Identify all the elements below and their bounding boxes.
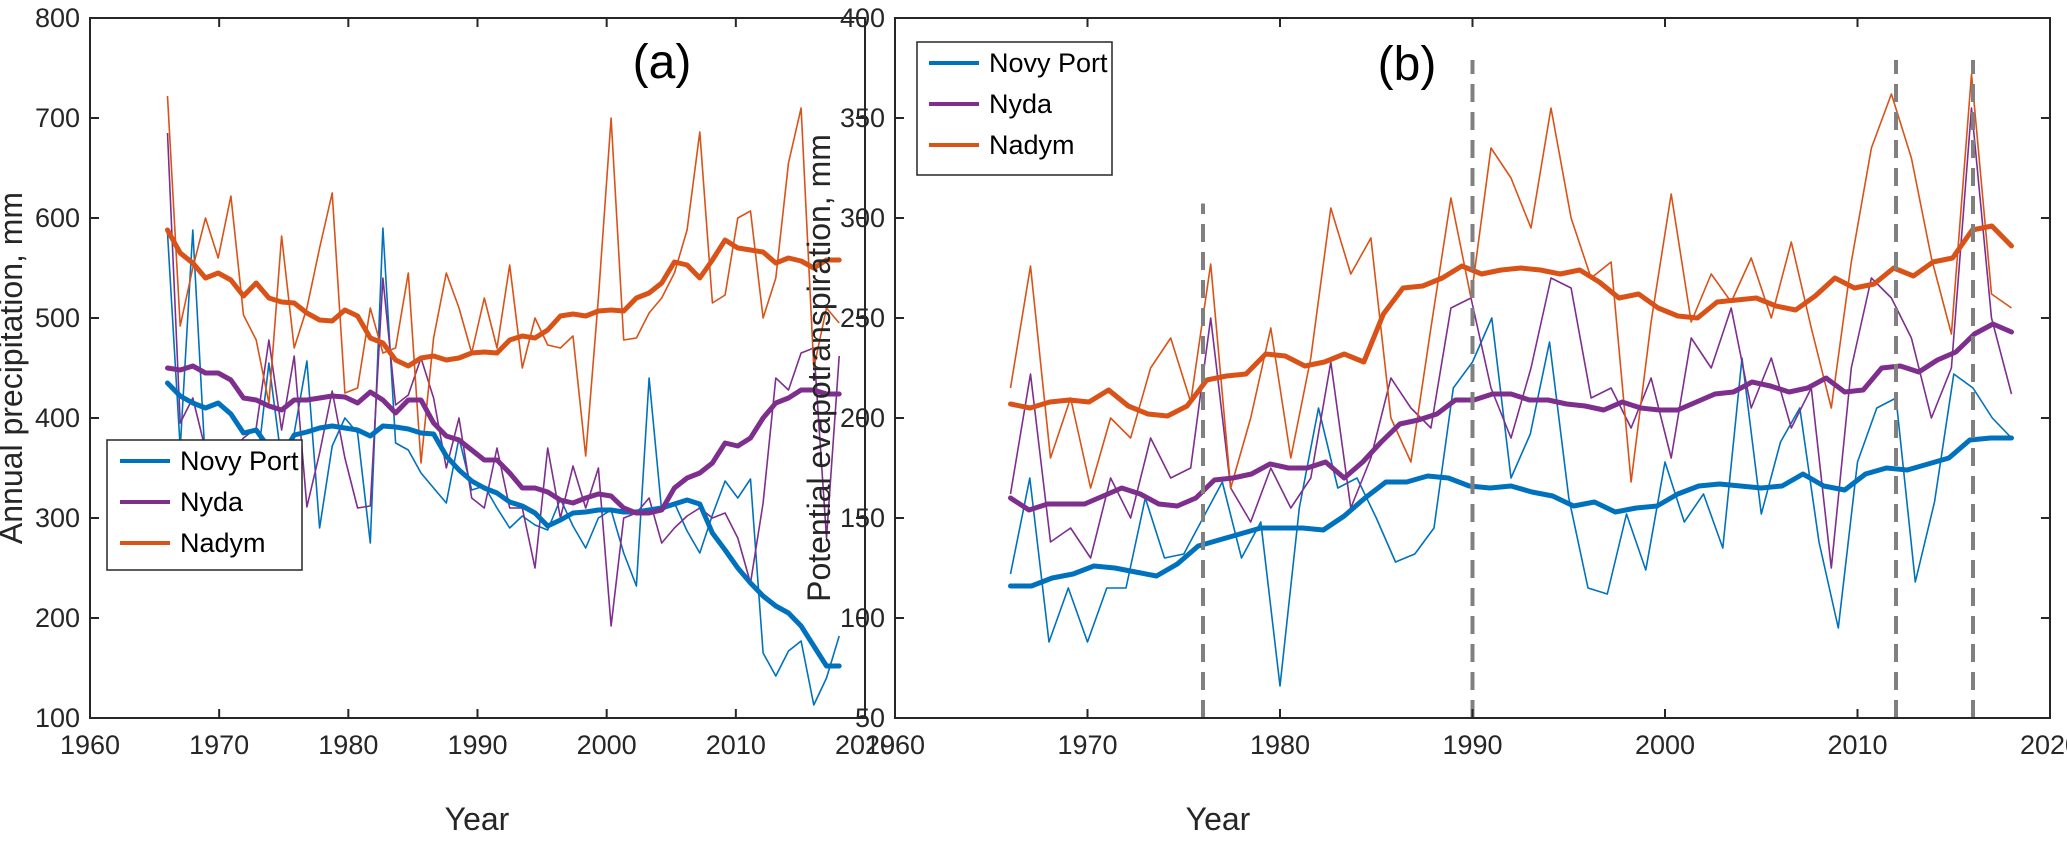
panel-b-series-novy-port-annual	[1009, 317, 2013, 687]
panel-a-xtick-label: 2020	[835, 730, 895, 760]
panel-b-ytick-label: 350	[840, 103, 885, 133]
panel-a-xtick-label: 1980	[318, 730, 378, 760]
panel-b-legend-nadym: Nadym	[989, 130, 1075, 160]
panel-b-ytick-label: 100	[840, 603, 885, 633]
panel-a-series-nadym-smoothed	[165, 227, 842, 369]
panel-a-xtick-label: 1970	[189, 730, 249, 760]
panel-a-ytick-label: 300	[35, 503, 80, 533]
panel-a-legend-nadym: Nadym	[180, 528, 266, 558]
panel-a-ytick-label: 100	[35, 703, 80, 733]
panel-b-series-nadym-smoothed	[1008, 223, 2014, 419]
panel-b-ytick-label: 400	[840, 3, 885, 33]
panel-b-series-nadym-annual	[1009, 73, 2012, 489]
panel-a-legend-novy-port: Novy Port	[180, 446, 299, 476]
panel-b-xtick-label: 1990	[1442, 730, 1502, 760]
panel-a-legend: Novy Port Nyda Nadym	[106, 439, 303, 571]
panel-b-series-nyda-annual	[1009, 107, 2013, 569]
panel-a-ytick-label: 800	[35, 3, 80, 33]
panel-a-xlabel: Year	[445, 801, 510, 837]
panel-b-series-novy-port-smoothed	[1008, 435, 2014, 589]
panel-a-ytick-label: 700	[35, 103, 80, 133]
panel-a-ytick-label: 400	[35, 403, 80, 433]
panel-a-series-nadym-annual	[166, 95, 840, 464]
panel-a-ytick-label: 500	[35, 303, 80, 333]
panel-b-ytick-label: 250	[840, 303, 885, 333]
panel-b-label: (b)	[1378, 38, 1437, 91]
panel-b-xtick-label: 1970	[1057, 730, 1117, 760]
panel-b-legend-nyda: Nyda	[989, 89, 1053, 119]
panel-a-series	[165, 95, 842, 706]
panel-b-xtick-label: 1980	[1250, 730, 1310, 760]
panel-b-ytick-label: 50	[855, 703, 885, 733]
panel-b-series-nyda-smoothed	[1008, 321, 2014, 513]
panel-a-plot-frame	[89, 17, 866, 719]
panel-a-xtick-label: 2010	[706, 730, 766, 760]
panel-b-legend-novy-port: Novy Port	[989, 48, 1108, 78]
panel-b-ylabel: Potential evapotranspiration, mm	[801, 134, 837, 602]
panel-a-ticks: 1960 1970 1980 1990 2000 2010 2020 100 200 300 400…	[35, 3, 895, 760]
panel-a-xtick-label: 2000	[577, 730, 637, 760]
panel-b-legend: Novy Port Nyda Nadym	[916, 41, 1113, 176]
panel-a-legend-nyda: Nyda	[180, 487, 244, 517]
panel-b-ticks: 1960 1970 1980 1990 2000 2010 2020 50 100 150 200 2…	[840, 3, 2067, 760]
panel-b-series	[1008, 60, 2014, 718]
panel-a-xtick-label: 1960	[60, 730, 120, 760]
panel-a: 1960 1970 1980 1990 2000 2010 2020 100 200 300 400…	[0, 3, 895, 837]
panel-a-ytick-label: 200	[35, 603, 80, 633]
panel-b-xlabel: Year	[1186, 801, 1251, 837]
panel-b-xtick-label: 2010	[1827, 730, 1887, 760]
panel-a-xtick-label: 1990	[447, 730, 507, 760]
panel-a-series-nyda-smoothed	[165, 363, 842, 516]
panel-b-ytick-label: 300	[840, 203, 885, 233]
panel-b-ytick-label: 200	[840, 403, 885, 433]
panel-b-xtick-label: 1960	[865, 730, 925, 760]
panel-a-ytick-label: 600	[35, 203, 80, 233]
panel-b-xtick-label: 2000	[1635, 730, 1695, 760]
panel-b-ytick-label: 150	[840, 503, 885, 533]
panel-b: 1960197019801990200020102020501001502002…	[801, 3, 2067, 837]
panel-a-series-nyda-annual	[166, 132, 840, 627]
panel-a-ylabel: Annual precipitation, mm	[0, 192, 29, 544]
panel-a-label: (a)	[633, 36, 692, 89]
panel-b-xtick-label: 2020	[2020, 730, 2067, 760]
